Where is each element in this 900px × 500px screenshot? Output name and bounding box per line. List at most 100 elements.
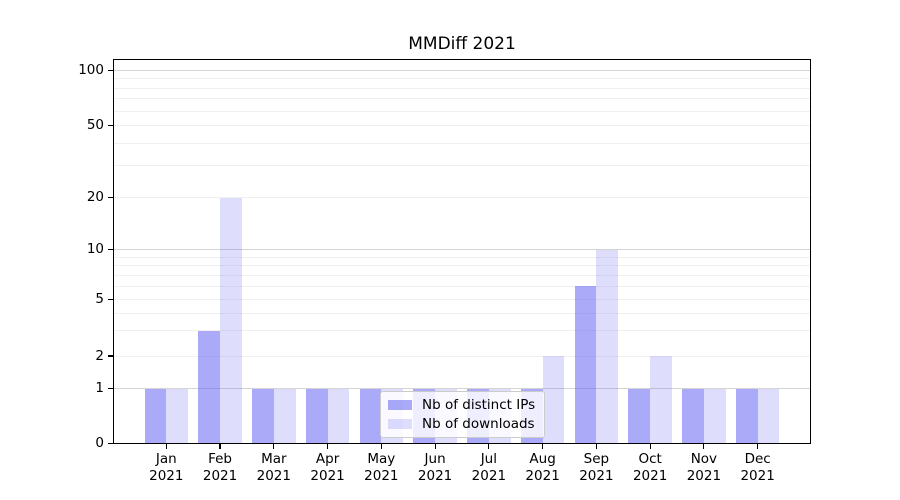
legend-item: Nb of distinct IPs <box>388 396 535 414</box>
y-tick-mark <box>107 355 114 357</box>
gridline-minor <box>114 355 810 357</box>
legend-swatch-downloads <box>388 419 412 429</box>
x-tick-mark <box>703 443 705 449</box>
x-tick-year: 2021 <box>364 467 399 484</box>
gridline-minor <box>114 110 810 112</box>
y-tick-label-1: 1 <box>95 380 104 396</box>
gridline-minor <box>114 197 810 198</box>
gridline-minor <box>114 256 810 258</box>
x-tick-label-jan: Jan 2021 <box>126 451 206 484</box>
x-tick-label-feb: Feb 2021 <box>180 451 260 484</box>
bar-ips-dec <box>735 388 758 444</box>
chart-title: MMDiff 2021 <box>408 34 516 54</box>
bar-downloads-apr <box>327 388 350 444</box>
x-tick-year: 2021 <box>740 467 775 484</box>
x-tick-month: Nov <box>690 451 718 467</box>
x-tick-month: Aug <box>529 451 556 467</box>
bar-downloads-dec <box>757 388 780 444</box>
bar-downloads-jan <box>166 388 189 444</box>
legend-swatch-ips <box>388 400 412 410</box>
x-tick-month: Oct <box>638 451 662 467</box>
x-tick-month: Jun <box>424 451 446 467</box>
gridline-minor <box>114 125 810 126</box>
gridline-minor <box>114 298 810 300</box>
y-tick-mark <box>107 124 114 127</box>
y-tick-label-20: 20 <box>86 189 104 205</box>
x-tick-month: Dec <box>744 451 771 467</box>
x-tick-mark <box>757 443 759 449</box>
y-tick-label-0: 0 <box>95 435 104 451</box>
x-tick-mark <box>273 443 275 449</box>
bar-downloads-nov <box>703 388 726 444</box>
gridline-minor <box>114 330 810 332</box>
x-tick-month: Jan <box>155 451 177 467</box>
bar-ips-jan <box>144 388 167 444</box>
x-tick-year: 2021 <box>525 467 560 484</box>
y-tick-mark <box>107 248 114 251</box>
bar-ips-oct <box>628 388 651 444</box>
x-tick-label-oct: Oct 2021 <box>610 451 690 484</box>
x-tick-year: 2021 <box>149 467 184 484</box>
y-tick-mark <box>107 69 114 72</box>
x-tick-label-jul: Jul 2021 <box>449 451 529 484</box>
y-tick-mark <box>107 196 114 199</box>
bar-downloads-sep <box>596 249 619 444</box>
gridline-minor <box>114 87 810 89</box>
x-tick-month: Sep <box>583 451 610 467</box>
legend-item: Nb of downloads <box>388 415 535 433</box>
bar-ips-feb <box>198 330 221 444</box>
x-tick-mark <box>649 443 651 449</box>
gridline-minor <box>114 265 810 267</box>
bar-ips-nov <box>682 388 704 444</box>
legend: Nb of distinct IPs Nb of downloads <box>380 391 546 438</box>
x-tick-month: Mar <box>261 451 287 467</box>
bar-downloads-oct <box>650 356 672 444</box>
x-tick-month: Feb <box>208 451 232 467</box>
x-tick-mark <box>434 443 436 449</box>
x-tick-mark <box>595 443 597 449</box>
gridline-major <box>114 70 810 71</box>
gridline-minor <box>114 78 810 80</box>
x-tick-label-aug: Aug 2021 <box>503 451 583 484</box>
x-tick-mark <box>326 443 329 449</box>
x-tick-label-mar: Mar 2021 <box>234 451 314 484</box>
x-tick-year: 2021 <box>579 467 614 484</box>
x-tick-mark <box>542 443 544 449</box>
bar-downloads-mar <box>273 388 296 444</box>
x-tick-label-apr: Apr 2021 <box>288 451 368 484</box>
y-tick-label-5: 5 <box>95 290 104 307</box>
y-tick-mark <box>107 442 114 445</box>
x-tick-year: 2021 <box>256 467 291 484</box>
legend-label: Nb of distinct IPs <box>422 397 536 413</box>
x-tick-month: Apr <box>315 451 340 467</box>
y-tick-mark <box>107 387 114 390</box>
legend-label: Nb of downloads <box>422 416 535 432</box>
x-tick-year: 2021 <box>632 467 668 484</box>
gridline-major <box>114 249 810 250</box>
x-tick-mark <box>165 443 167 449</box>
gridline-minor <box>114 165 810 167</box>
bar-ips-sep <box>574 286 597 444</box>
x-tick-label-nov: Nov 2021 <box>664 451 744 484</box>
bar-ips-apr <box>305 388 328 444</box>
x-tick-year: 2021 <box>310 467 345 484</box>
bar-downloads-aug <box>542 356 565 444</box>
gridline-minor <box>114 142 810 144</box>
x-tick-label-jun: Jun 2021 <box>395 451 475 484</box>
bar-ips-may <box>359 388 382 444</box>
x-tick-year: 2021 <box>686 467 722 484</box>
y-tick-label-10: 10 <box>86 241 104 257</box>
y-tick-label-2: 2 <box>95 347 104 364</box>
x-tick-mark <box>488 443 490 449</box>
x-tick-label-sep: Sep 2021 <box>556 451 636 484</box>
gridline-minor <box>114 274 810 276</box>
y-tick-mark <box>107 298 114 300</box>
bar-downloads-feb <box>220 197 242 444</box>
x-tick-mark <box>380 443 382 449</box>
gridline-minor <box>114 312 810 314</box>
gridline-minor <box>114 285 810 287</box>
x-tick-month: Jul <box>480 451 497 467</box>
x-tick-month: May <box>367 451 396 467</box>
x-tick-year: 2021 <box>202 467 238 484</box>
